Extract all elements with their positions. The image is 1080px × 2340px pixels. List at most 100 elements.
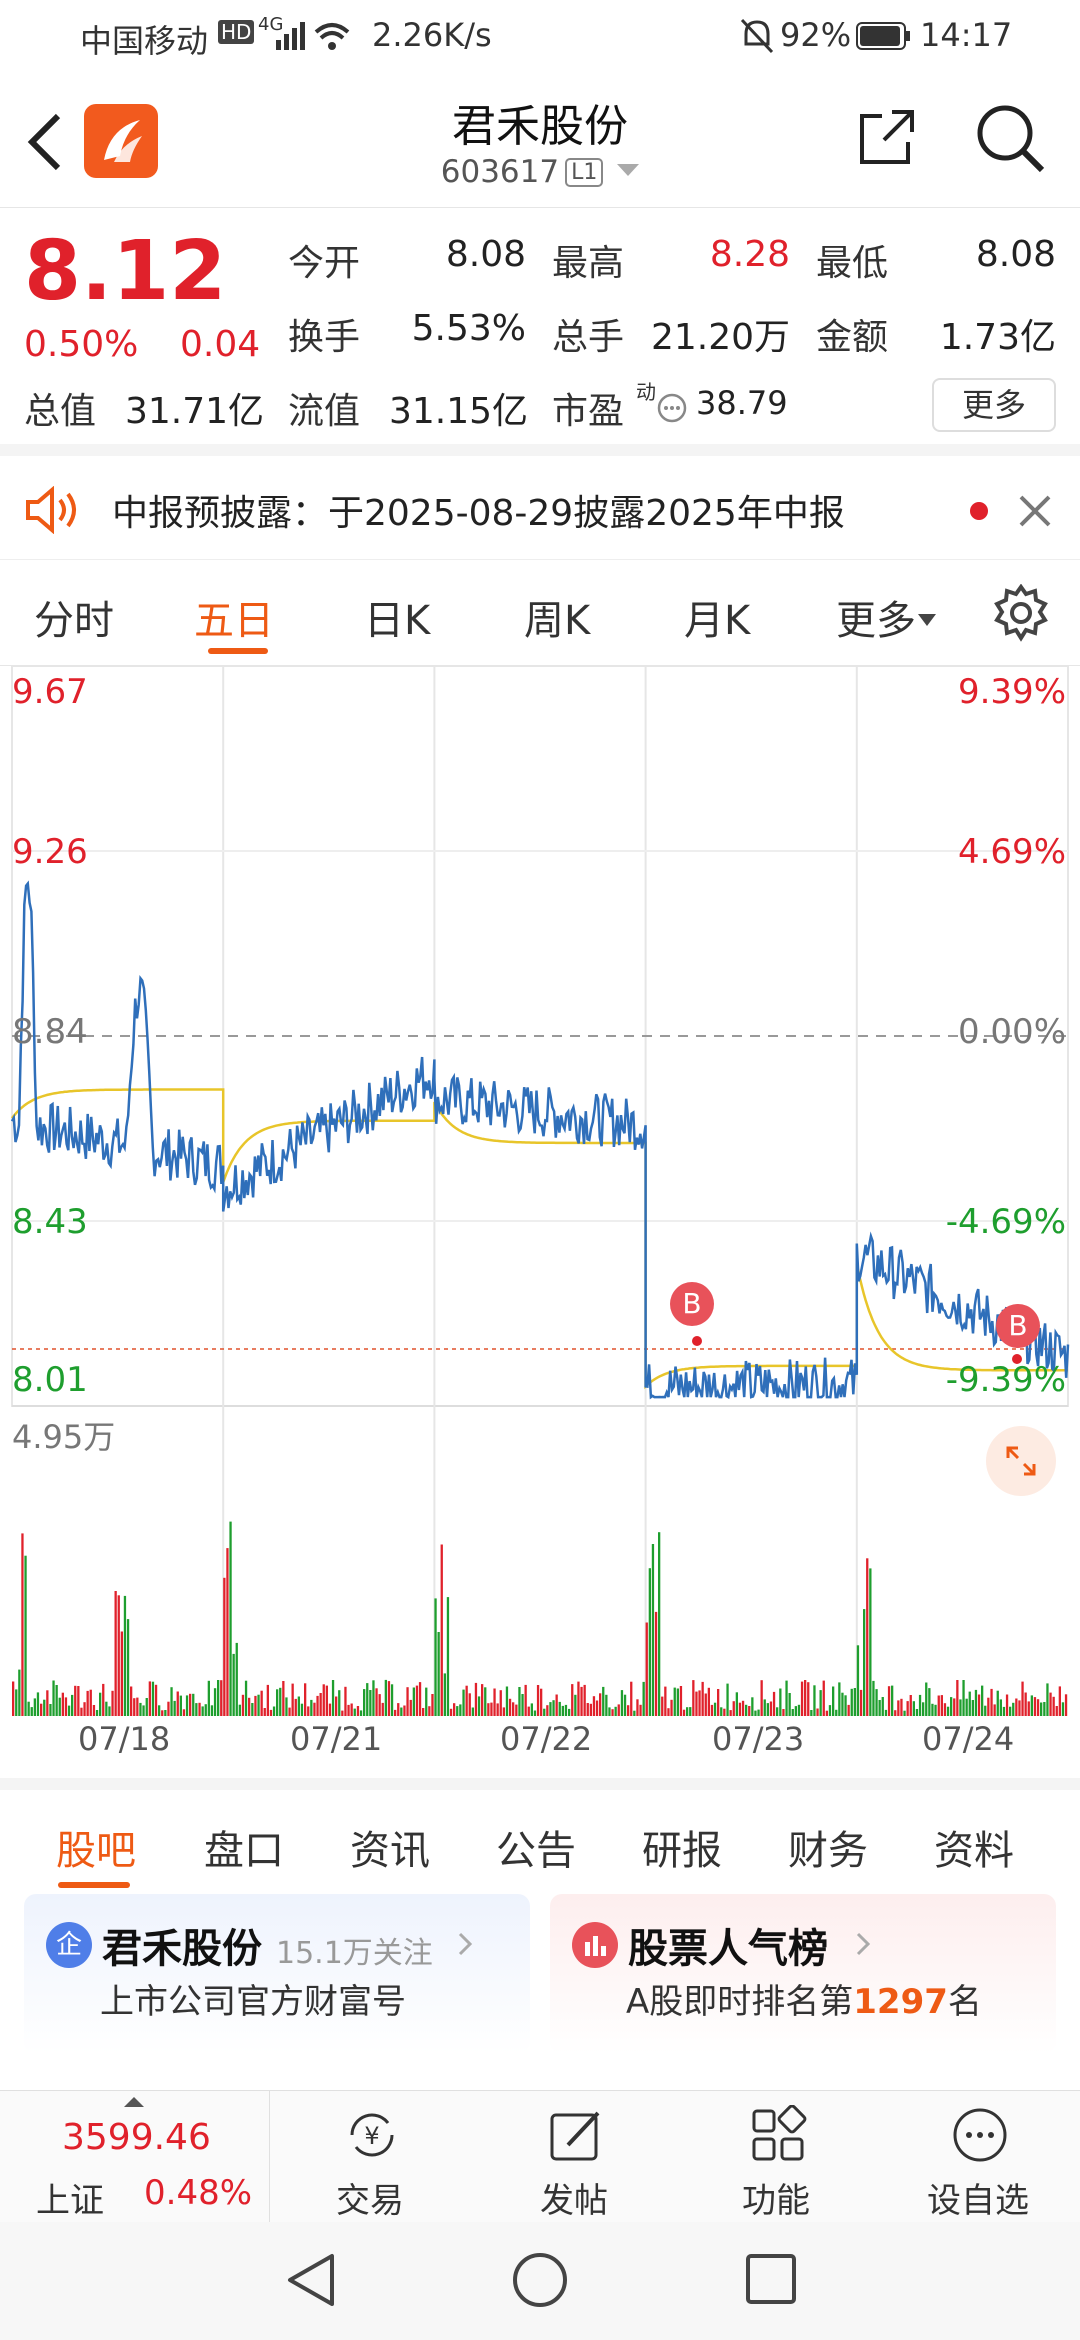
volume-bar [207,1680,210,1716]
volume-bar [704,1693,707,1716]
volume-bar [114,1591,117,1716]
volume-bar [1052,1696,1055,1716]
volume-bar [1055,1706,1058,1716]
volume-bar [776,1707,779,1716]
info-icon[interactable] [656,392,688,424]
volume-bar [651,1544,655,1716]
volume-bar [487,1703,490,1716]
functions-button[interactable]: 功能 [676,2091,876,2223]
tab-more[interactable]: 更多 [836,588,936,646]
volume-bar [375,1688,378,1716]
volume-bar [484,1687,487,1716]
tab-guba[interactable]: 股吧 [56,1828,136,1874]
official-account-card[interactable]: 企 君禾股份 15.1万关注 上市公司官方财富号 [24,1894,530,2054]
tab-pankou[interactable]: 盘口 [204,1828,284,1874]
volume-bar [30,1707,33,1716]
tab-daily-k[interactable]: 日K [364,598,431,644]
add-watchlist-button[interactable]: 设自选 [878,2091,1078,2223]
volume-bar [108,1706,111,1716]
volume-bar [272,1706,276,1716]
volume-bar [142,1705,145,1716]
tab-news[interactable]: 资讯 [350,1828,430,1874]
volume-bar [661,1696,664,1716]
volume-bar [220,1680,223,1716]
share-icon[interactable] [856,106,918,168]
functions-label: 功能 [742,2181,810,2221]
volume-bar [1005,1694,1009,1716]
tab-research[interactable]: 研报 [642,1828,722,1874]
volume-bar [1018,1700,1021,1716]
buy-point-1 [692,1336,702,1346]
volume-bar [502,1707,505,1716]
volume-bar [99,1692,102,1716]
volume-bar [953,1698,956,1716]
buy-marker-1[interactable]: B [670,1282,714,1326]
buy-marker-2[interactable]: B [996,1304,1040,1348]
volume-bar [813,1685,816,1716]
trade-label: 交易 [336,2181,404,2221]
volume-bar [409,1699,412,1716]
volume-bar [853,1688,856,1716]
volume-bar [822,1680,825,1716]
back-icon[interactable] [24,112,64,172]
more-button[interactable]: 更多 [932,378,1056,432]
float-label: 流值 [288,391,361,432]
tab-intraday[interactable]: 分时 [34,598,114,644]
volume-bar [558,1701,561,1716]
volume-bar [471,1707,474,1716]
volume-bar [266,1684,269,1716]
volume-bar [248,1697,251,1716]
volume-bar [1030,1695,1033,1716]
nav-recents-icon[interactable] [744,2252,800,2308]
volume-bar [105,1701,108,1716]
volume-bar [412,1687,415,1716]
close-icon[interactable] [1018,494,1052,528]
volume-bar [158,1705,161,1716]
volume-bar [170,1687,173,1716]
pe-value: 38.79 [696,384,788,422]
popularity-card[interactable]: 股票人气榜 A股即时排名第1297名 [550,1894,1056,2054]
volume-bar [300,1703,304,1716]
gear-icon[interactable] [992,584,1050,642]
volume-bar [866,1558,869,1716]
volume-bar [782,1709,785,1716]
volume-bar [449,1708,453,1716]
volume-bar [987,1697,990,1716]
volume-bar [974,1689,978,1716]
volume-bar [198,1702,201,1716]
tab-announcements[interactable]: 公告 [496,1828,576,1874]
five-day-chart[interactable]: 9.67 9.26 8.84 8.43 8.01 9.39% 4.69% 0.0… [0,666,1080,1776]
nav-home-icon[interactable] [510,2250,570,2310]
tab-five-day[interactable]: 五日 [194,598,274,644]
trade-button[interactable]: ¥ 交易 [270,2091,470,2223]
volume-bar [27,1701,30,1716]
tab-finance[interactable]: 财务 [788,1828,868,1874]
volume-bar [269,1709,273,1716]
volume-bar [617,1704,620,1716]
volume-bar [968,1691,971,1716]
volume-bar [804,1680,807,1716]
stock-code[interactable]: 603617 L1 [0,154,1080,190]
volume-bar [859,1689,863,1716]
volume-bar [909,1695,912,1716]
volume-bar [937,1695,940,1716]
tab-weekly-k[interactable]: 周K [524,598,591,644]
pct-tick-high: 9.39% [957,672,1066,712]
expand-button[interactable] [986,1426,1056,1496]
tab-monthly-k[interactable]: 月K [684,598,751,644]
search-icon[interactable] [974,102,1046,174]
tab-profile[interactable]: 资料 [934,1828,1014,1874]
volume-bar [477,1696,481,1716]
notice-bar[interactable]: 中报预披露：于2025-08-29披露2025年中报 [0,458,1080,560]
header: 君禾股份 603617 L1 [0,72,1080,208]
post-button[interactable]: 发帖 [474,2091,674,2223]
volume-bar [555,1694,558,1716]
notice-text: 中报预披露：于2025-08-29披露2025年中报 [112,493,845,534]
nav-back-icon[interactable] [284,2250,338,2310]
volume-bar [682,1709,686,1716]
date-tick-4: 07/23 [712,1720,805,1758]
volume-value: 21.20万 [650,317,790,358]
index-ticker[interactable]: 3599.46 上证 0.48% [0,2091,270,2223]
level-badge: L1 [565,158,604,187]
volume-bar [167,1701,170,1716]
